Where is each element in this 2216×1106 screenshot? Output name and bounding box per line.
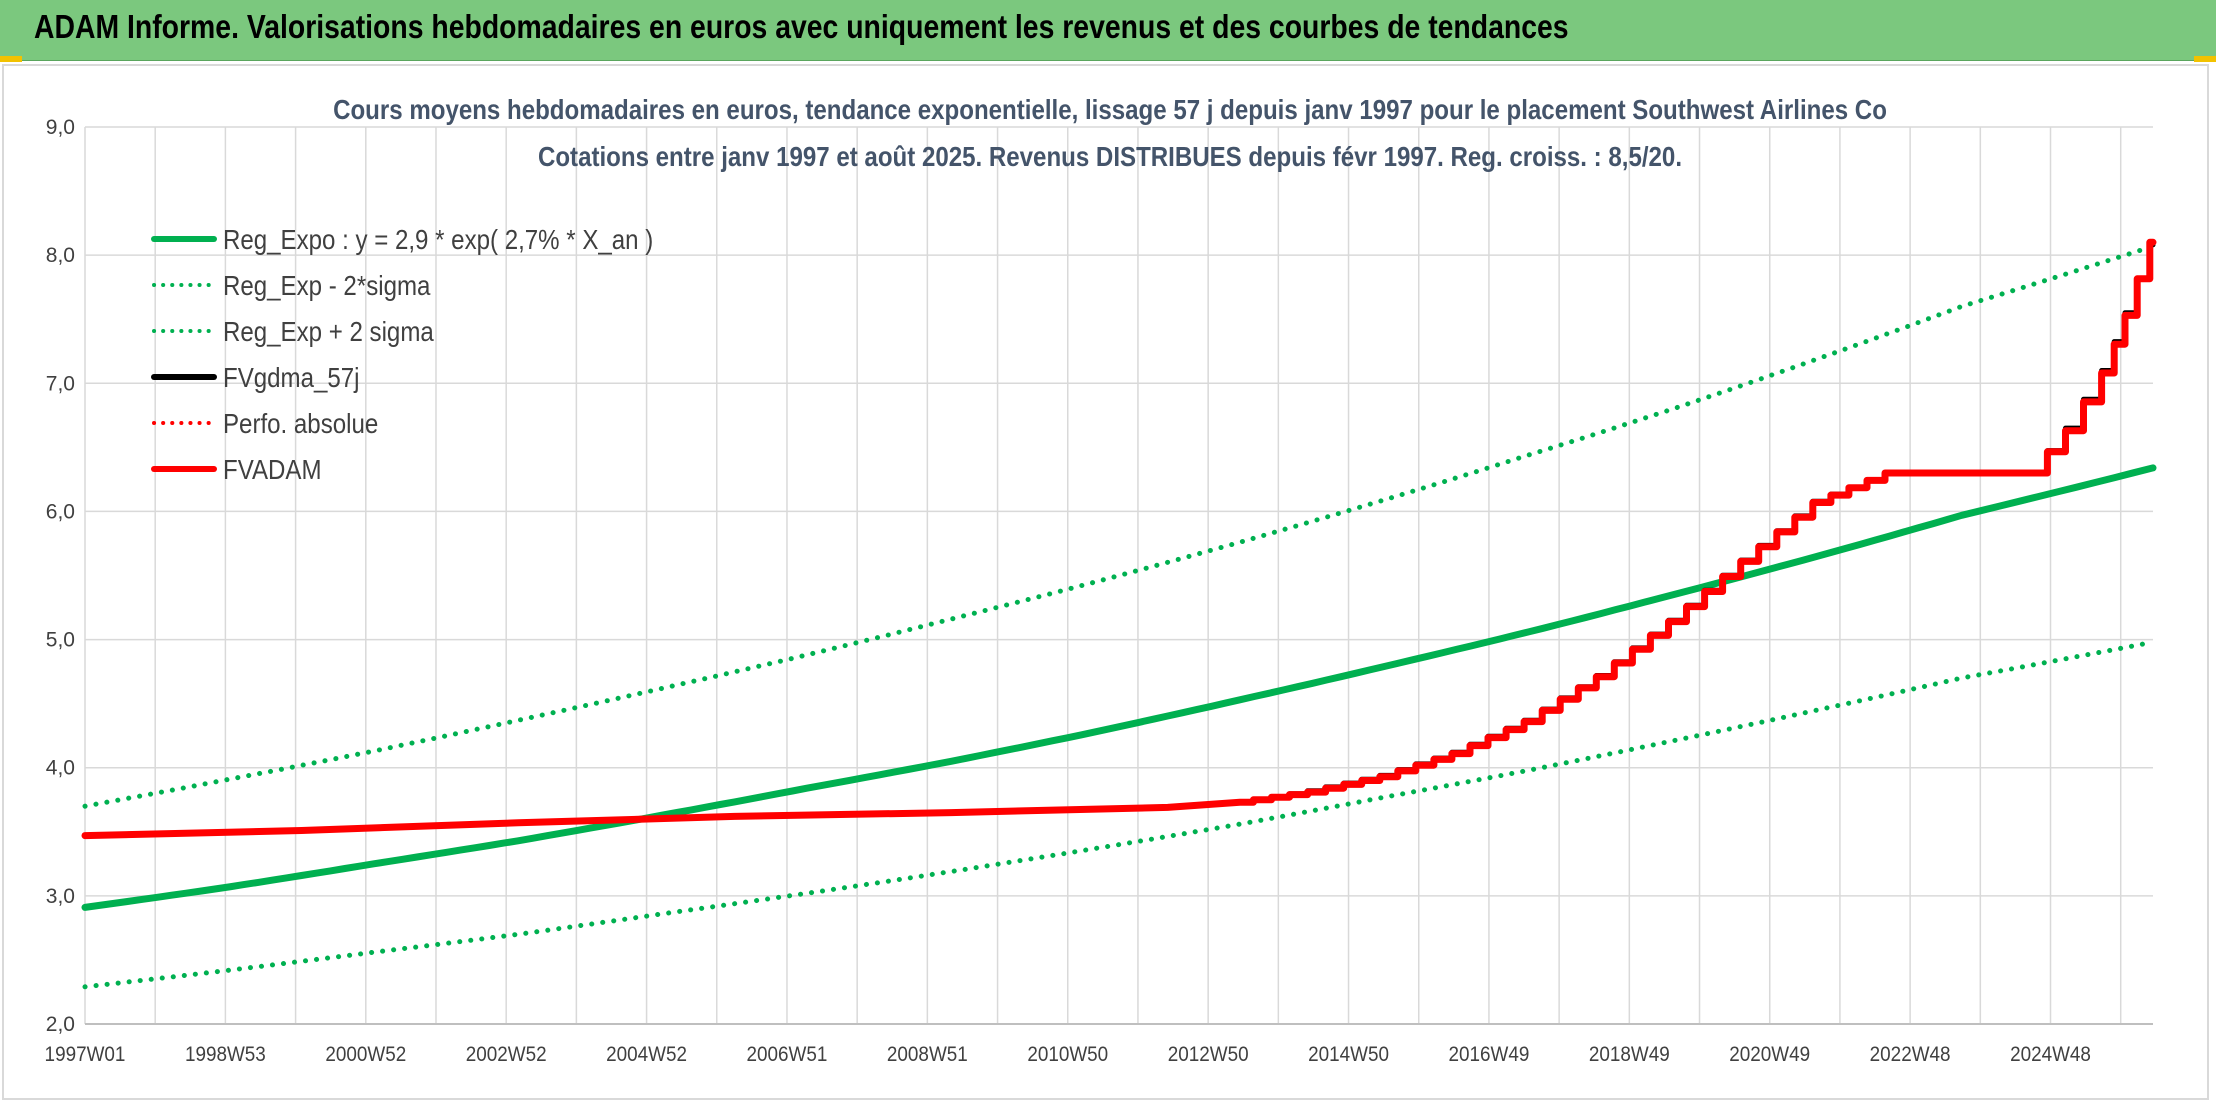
series-line-reg-exp-2-sigma — [82, 639, 2156, 990]
y-tick-label: 8,0 — [46, 244, 75, 267]
x-tick-label: 2000W52 — [325, 1043, 406, 1066]
legend-label: FVgdma_57j — [223, 361, 360, 393]
legend: Reg_Expo : y = 2,9 * exp( 2,7% * X_an ) R… — [151, 223, 653, 485]
legend-label: Perfo. absolue — [223, 407, 378, 439]
legend-label: Reg_Expo : y = 2,9 * exp( 2,7% * X_an ) — [223, 223, 653, 255]
legend-item: Perfo. absolue — [152, 407, 378, 439]
x-tick-label: 2002W52 — [466, 1043, 547, 1066]
series-line-fvadam — [81, 238, 2157, 840]
gridlines — [84, 126, 2153, 1025]
chart-title: Cours moyens hebdomadaires en euros, ten… — [333, 93, 1887, 125]
series-line-reg-exp-2-sigma — [82, 243, 2156, 809]
report-header: ADAM Informe. Valorisations hebdomadaire… — [0, 0, 2216, 61]
legend-label: FVADAM — [223, 453, 322, 485]
legend-label: Reg_Exp + 2 sigma — [223, 315, 434, 347]
x-tick-label: 2012W50 — [1168, 1043, 1249, 1066]
series-lines — [81, 238, 2157, 990]
line-chart: 2,0 3,0 4,0 5,0 6,0 7,0 8,0 9,0 1997W01 1998W53 20… — [45, 93, 2157, 1066]
y-tick-label: 3,0 — [46, 885, 75, 908]
x-tick-label: 2010W50 — [1027, 1043, 1108, 1066]
y-tick-label: 2,0 — [46, 1013, 75, 1036]
corner-marker-left — [0, 56, 22, 62]
legend-item: FVADAM — [151, 453, 322, 485]
x-tick-label: 2022W48 — [1870, 1043, 1951, 1066]
y-tick-label: 9,0 — [46, 116, 75, 139]
x-tick-label: 2018W49 — [1589, 1043, 1670, 1066]
series-line-reg-expo-y-2-9-exp-2-7-x-an — [81, 464, 2157, 911]
legend-item: Reg_Exp + 2 sigma — [152, 315, 434, 347]
x-tick-label: 2024W48 — [2010, 1043, 2091, 1066]
x-tick-label: 2006W51 — [747, 1043, 828, 1066]
x-tick-label: 1997W01 — [45, 1043, 126, 1066]
x-tick-label: 2014W50 — [1308, 1043, 1389, 1066]
legend-item: Reg_Exp - 2*sigma — [152, 269, 431, 301]
legend-label: Reg_Exp - 2*sigma — [223, 269, 431, 301]
corner-marker-right — [2194, 56, 2216, 62]
y-tick-label: 7,0 — [46, 372, 75, 395]
y-tick-label: 4,0 — [46, 757, 75, 780]
axes: 2,0 3,0 4,0 5,0 6,0 7,0 8,0 9,0 1997W01 1998W53 20… — [45, 116, 2153, 1066]
y-tick-label: 5,0 — [46, 629, 75, 652]
legend-item: FVgdma_57j — [151, 361, 360, 393]
chart-titles: Cours moyens hebdomadaires en euros, ten… — [333, 93, 1887, 172]
x-tick-label: 2020W49 — [1729, 1043, 1810, 1066]
x-tick-label: 2004W52 — [606, 1043, 687, 1066]
report-title: ADAM Informe. Valorisations hebdomadaire… — [34, 8, 1569, 45]
y-tick-label: 6,0 — [46, 500, 75, 523]
chart-area: 2,0 3,0 4,0 5,0 6,0 7,0 8,0 9,0 1997W01 1998W53 20… — [2, 64, 2209, 1100]
x-tick-label: 2008W51 — [887, 1043, 968, 1066]
x-tick-label: 2016W49 — [1449, 1043, 1530, 1066]
chart-subtitle: Cotations entre janv 1997 et août 2025. … — [538, 140, 1682, 172]
x-tick-label: 1998W53 — [185, 1043, 266, 1066]
legend-item: Reg_Expo : y = 2,9 * exp( 2,7% * X_an ) — [151, 223, 653, 255]
